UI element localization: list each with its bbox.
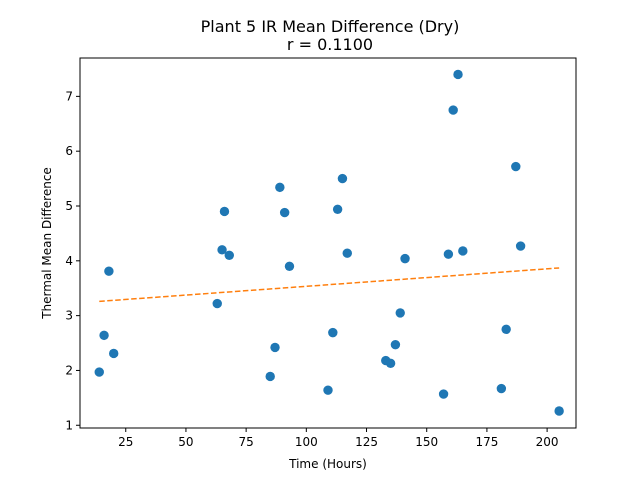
x-tick-label: 75	[238, 435, 253, 449]
y-tick-label: 1	[65, 418, 73, 432]
y-tick-label: 7	[65, 89, 73, 103]
y-axis-label: Thermal Mean Difference	[40, 167, 54, 320]
x-tick-label: 25	[118, 435, 133, 449]
y-tick-label: 4	[65, 254, 73, 268]
data-point	[438, 389, 449, 399]
data-point	[270, 342, 280, 353]
data-point	[265, 371, 275, 382]
data-point	[400, 253, 410, 264]
data-point	[501, 324, 511, 335]
data-point	[443, 249, 454, 259]
x-tick-label: 200	[536, 435, 559, 449]
x-tick-label: 175	[475, 435, 498, 449]
data-point	[395, 308, 405, 318]
data-point	[448, 105, 458, 115]
y-tick-label: 2	[65, 363, 73, 377]
x-axis-label: Time (Hours)	[288, 457, 367, 471]
data-point	[323, 385, 333, 395]
y-tick-label: 6	[65, 144, 73, 158]
data-point	[94, 367, 104, 377]
axis-ticks: 25 50 75 100 125 150 175 200 1 2 3 4 5 6 7	[65, 89, 558, 449]
data-point	[332, 204, 343, 214]
x-tick-label: 100	[295, 435, 318, 449]
data-point	[217, 245, 227, 255]
data-point	[99, 330, 109, 341]
data-point	[390, 339, 401, 350]
trendline-layer	[99, 267, 560, 303]
data-point	[342, 248, 352, 258]
x-tick-label: 50	[178, 435, 193, 449]
y-tick-label: 3	[65, 309, 73, 323]
data-point	[284, 261, 295, 271]
data-point	[496, 383, 507, 394]
data-point	[219, 206, 230, 217]
trendline	[99, 267, 560, 303]
data-point	[212, 298, 222, 309]
data-point	[224, 250, 234, 261]
chart-subtitle: r = 0.1100	[287, 35, 373, 54]
x-tick-label: 125	[355, 435, 378, 449]
data-point	[515, 241, 526, 251]
x-tick-label: 150	[415, 435, 438, 449]
data-point	[458, 246, 468, 256]
data-point	[337, 173, 348, 184]
data-point	[554, 406, 564, 416]
data-point	[279, 207, 290, 218]
data-points	[94, 69, 564, 416]
data-point	[328, 327, 338, 338]
y-tick-label: 5	[65, 199, 73, 213]
chart-title: Plant 5 IR Mean Difference (Dry)	[201, 17, 460, 36]
data-point	[385, 358, 396, 369]
data-point	[104, 266, 114, 276]
data-point	[511, 161, 521, 172]
data-point	[453, 69, 463, 80]
plot-frame	[79, 57, 577, 429]
data-point	[275, 182, 285, 193]
data-point	[109, 348, 119, 359]
